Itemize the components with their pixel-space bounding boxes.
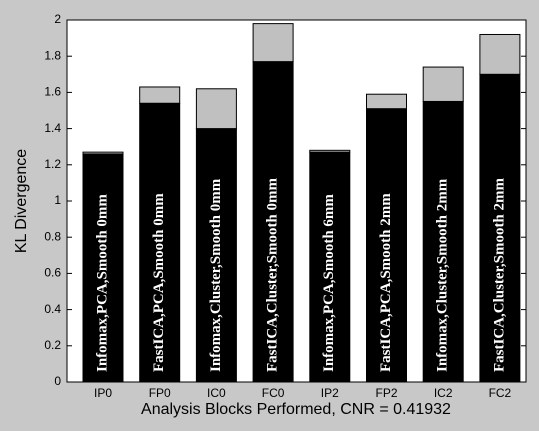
bar-segment [309,149,351,153]
y-tick-label: 2 [54,12,61,26]
bar-segment [366,93,407,110]
bar-segment [252,23,294,63]
bar-label: FastICA,Cluster,Smooth 2mm [491,177,507,372]
bar-label: FastICA,Cluster,Smooth 0mm [265,177,281,372]
bar-segment [139,102,181,383]
y-tick-label: 0 [54,374,61,388]
bar-segment [195,88,237,130]
x-tick-label: FC2 [489,386,512,400]
y-tick-label: 0.8 [44,229,61,243]
y-tick-label: 0.2 [44,338,61,352]
bar-segment [309,151,351,383]
bar-segment [366,108,407,383]
bar-segment [82,151,124,155]
x-tick-label: FP0 [149,386,171,400]
bar-segment [422,100,464,383]
y-tick-label: 1.6 [44,85,61,99]
bar-segment [479,73,521,383]
bar-label: Infomax,Cluster,Smooth 2mm [435,178,451,372]
x-axis-label: Analysis Blocks Performed, CNR = 0.41932 [141,401,451,418]
y-tick-label: 0.4 [44,302,61,316]
x-tick-label: IP2 [321,386,339,400]
bar-label: FastICA,PCA,Smooth 2mm [378,193,394,372]
x-tick-label: FC0 [262,386,285,400]
x-tick-label: IC2 [434,386,453,400]
x-tick-label: IP0 [94,386,112,400]
y-tick-label: 1.2 [44,157,61,171]
bar-segment [252,61,294,383]
bar-segment [479,33,521,75]
bar-segment [139,86,181,104]
bar-segment [422,66,464,102]
y-tick-label: 1.8 [44,48,61,62]
x-tick-label: IC0 [207,386,226,400]
y-tick-label: 0.6 [44,266,61,280]
bar-label: Infomax,Cluster,Smooth 0mm [208,178,224,372]
bar-label: Infomax,PCA,Smooth 0mm [94,194,110,372]
bar-label: FastICA,PCA,Smooth 0mm [151,193,167,372]
y-axis-label: KL Divergence [13,149,30,253]
y-tick-label: 1.4 [44,121,61,135]
bar-label: Infomax,PCA,Smooth 6mm [321,194,337,372]
x-tick-label: FP2 [375,386,397,400]
y-tick-label: 1 [54,193,61,207]
